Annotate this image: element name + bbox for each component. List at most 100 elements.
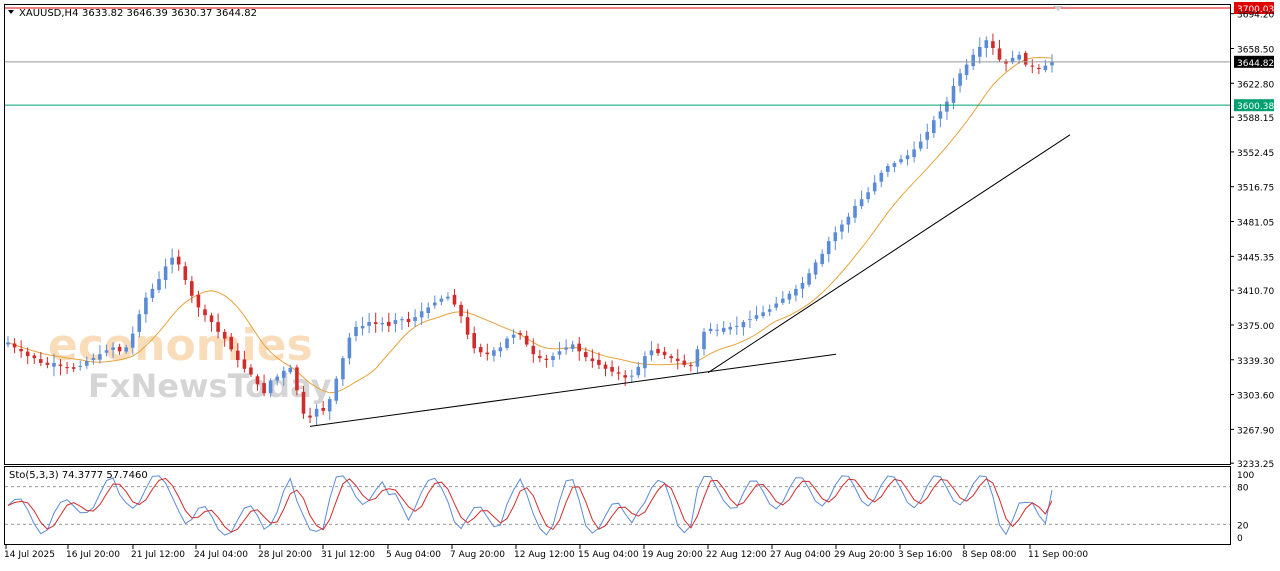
candle: [505, 336, 509, 351]
candle: [98, 345, 102, 364]
candle-body: [413, 317, 417, 321]
candle: [295, 364, 299, 396]
candle-body: [341, 358, 345, 380]
candle-body: [630, 375, 634, 377]
candle-body: [728, 326, 733, 330]
candle-body: [564, 347, 568, 350]
candle-body: [209, 315, 214, 322]
time-tick-label: 7 Aug 20:00: [450, 550, 505, 560]
oscillator-plot-frame: [4, 466, 1231, 545]
candle-body: [216, 322, 220, 332]
candle-body: [321, 408, 325, 411]
time-tick-label: 29 Aug 20:00: [834, 550, 895, 560]
candle-body: [1017, 54, 1021, 60]
candle-body: [964, 64, 969, 75]
candle-body: [925, 131, 929, 140]
candle-body: [1023, 52, 1028, 65]
candle: [459, 301, 463, 324]
candle: [859, 190, 864, 209]
candle-body: [675, 358, 680, 361]
candle: [938, 104, 943, 128]
candle: [419, 302, 424, 325]
candle: [400, 316, 404, 330]
candle-body: [978, 47, 982, 57]
candle: [833, 226, 838, 251]
candle-body: [190, 281, 194, 296]
candle-body: [1010, 57, 1015, 63]
candle: [767, 304, 772, 317]
price-tick-label: 3339.30: [1237, 357, 1274, 367]
candle: [531, 338, 536, 363]
candle-body: [367, 322, 371, 326]
candle-body: [98, 354, 102, 360]
candle-body: [58, 364, 63, 366]
candle: [446, 292, 450, 301]
candle: [485, 343, 490, 361]
candle-body: [1030, 65, 1035, 67]
candle: [577, 337, 581, 361]
candle: [39, 351, 43, 367]
price-axis: 3694.20 3658.50 3622.80 3588.15 3552.45 3516.…: [1230, 11, 1274, 470]
candle-body: [334, 378, 339, 401]
candle: [662, 347, 667, 360]
candle-body: [85, 361, 89, 366]
candle: [236, 343, 240, 368]
candle: [157, 271, 161, 293]
time-tick-label: 12 Aug 12:00: [514, 550, 575, 560]
symbol-menu-chevron-icon[interactable]: [8, 10, 14, 14]
candle-body: [301, 391, 306, 414]
candle: [840, 219, 844, 240]
time-tick-label: 16 Jul 20:00: [66, 550, 120, 560]
watermark: economies FxNewsToday: [48, 320, 332, 405]
candle-body: [951, 86, 956, 103]
candle-body: [662, 351, 667, 356]
ohlc-readout: 3633.82 3646.39 3630.37 3644.82: [82, 8, 257, 19]
candle-body: [25, 351, 30, 357]
candle-body: [886, 166, 890, 172]
candle-body: [531, 345, 536, 355]
stochastic-scale-label: 80: [1237, 484, 1249, 494]
candle: [130, 326, 135, 355]
candle: [498, 342, 503, 358]
candle: [643, 351, 647, 378]
candle-body: [1050, 61, 1054, 66]
price-tick-label: 3516.75: [1237, 184, 1274, 194]
candle-body: [971, 54, 975, 67]
candle: [538, 349, 542, 363]
candle: [991, 33, 995, 55]
candle: [45, 356, 50, 369]
scroll-shift-marker-icon[interactable]: [1053, 6, 1063, 11]
symbol-timeframe-label: XAUUSD,H4: [19, 8, 78, 19]
candle-body: [485, 352, 490, 355]
time-tick-label: 5 Aug 04:00: [386, 550, 441, 560]
candle-body: [459, 304, 463, 317]
candle: [209, 312, 214, 332]
candle: [255, 374, 260, 391]
candle-body: [866, 192, 870, 200]
candle-body: [603, 364, 608, 369]
price-tick-label: 3658.50: [1237, 46, 1274, 56]
candle: [866, 187, 870, 203]
candle-body: [682, 360, 687, 365]
stochastic-layer: 100 80 20 0: [5, 471, 1254, 544]
candle-body: [912, 149, 916, 158]
stochastic-k-line: [7, 475, 1053, 536]
trendline[interactable]: [309, 353, 837, 427]
candle: [557, 341, 562, 360]
candle: [945, 96, 949, 120]
candle-body: [892, 163, 897, 167]
candle: [1037, 64, 1041, 75]
candle: [715, 324, 719, 337]
candle: [616, 366, 621, 381]
watermark-economies: economies: [48, 320, 313, 371]
candle-body: [800, 283, 805, 289]
trendline[interactable]: [707, 134, 1071, 374]
candle: [216, 313, 220, 339]
candle-body: [708, 328, 713, 332]
candle-body: [1043, 65, 1048, 71]
candle: [478, 343, 483, 357]
candle: [327, 396, 332, 421]
candle: [124, 344, 128, 354]
candle: [249, 364, 253, 377]
candle: [308, 407, 312, 424]
